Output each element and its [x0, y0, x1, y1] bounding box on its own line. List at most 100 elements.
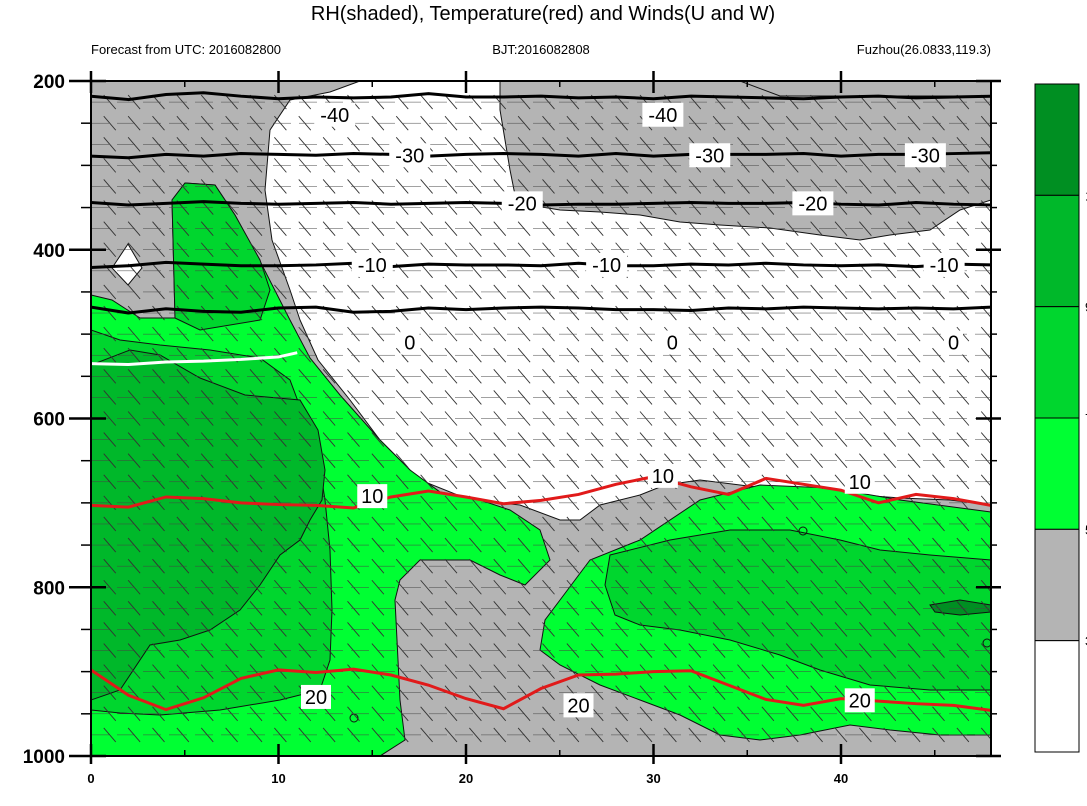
wind-barb [810, 369, 823, 384]
contour-label: 20 [305, 687, 327, 709]
wind-barb [859, 643, 872, 658]
contour-label: -30 [911, 145, 940, 167]
contour-label-box [357, 484, 388, 509]
wind-barb [785, 537, 799, 553]
wind-barb [420, 326, 433, 342]
wind-barb [420, 390, 433, 405]
wind-barb [493, 432, 507, 447]
wind-barb [469, 179, 482, 194]
wind-barb [785, 347, 799, 363]
wind-barb [493, 158, 507, 173]
wind-barb [810, 727, 823, 743]
wind-barb [395, 411, 409, 426]
wind-barb [883, 390, 897, 405]
wind-barb [785, 622, 799, 637]
wind-barb [395, 685, 409, 701]
wind-barb [785, 115, 799, 131]
wind-barb [834, 579, 848, 595]
wind-barb [493, 601, 507, 616]
wind-barb [469, 537, 482, 553]
wind-barb [469, 158, 482, 173]
wind-barb [493, 516, 507, 532]
wind-barb [103, 601, 117, 616]
wind-barb [103, 516, 117, 532]
wind-barb [444, 115, 458, 131]
rh-gray-region-top-right [739, 81, 991, 97]
temperature-contour [91, 667, 991, 712]
wind-barb [883, 432, 897, 447]
colorbar-swatch [1034, 83, 1080, 196]
wind-barb [420, 284, 433, 300]
wind-barb [785, 558, 799, 574]
contour-label-box [400, 330, 420, 355]
wind-barb [103, 221, 117, 236]
wind-barb [444, 601, 458, 616]
wind-barb [883, 516, 897, 532]
wind-barb [103, 326, 117, 342]
colorbar-swatch [1034, 194, 1080, 308]
contour-label: -40 [648, 105, 677, 127]
wind-barb [883, 179, 897, 194]
wind-barb [395, 558, 409, 574]
wind-barb [883, 706, 897, 722]
wind-barb [859, 347, 872, 363]
wind-barb [785, 579, 799, 595]
wind-barb [444, 453, 458, 468]
wind-barb [883, 284, 897, 300]
contour-label: 0 [404, 333, 415, 355]
contour-label-box [844, 469, 875, 494]
wind-barb [883, 453, 897, 468]
wind-barb [859, 136, 872, 152]
colorbar-label: 70 [1085, 411, 1087, 426]
wind-barb [420, 453, 433, 468]
wind-barb [834, 221, 848, 236]
wind-barb [444, 369, 458, 384]
wind-barb [395, 495, 409, 511]
contour-label: 10 [849, 472, 871, 494]
wind-barb [493, 622, 507, 637]
wind-barb [444, 242, 458, 258]
wind-barb [834, 326, 848, 342]
plot-area [91, 81, 991, 756]
wind-barb [785, 685, 799, 701]
temperature-contour [91, 305, 991, 315]
wind-barb [493, 664, 507, 679]
wind-barb [469, 601, 482, 616]
wind-barb [444, 558, 458, 574]
wind-barb [493, 136, 507, 152]
contour-label: -30 [695, 145, 724, 167]
wind-barb [493, 115, 507, 131]
wind-barb [883, 326, 897, 342]
contour-label: -40 [320, 105, 349, 127]
wind-barb [493, 179, 507, 194]
colorbar-label: 50 [1085, 522, 1087, 537]
wind-barb [469, 432, 482, 447]
wind-barb [493, 369, 507, 384]
wind-barb [469, 685, 482, 701]
wind-barb [420, 622, 433, 637]
wind-barb [103, 390, 117, 405]
wind-barb [444, 432, 458, 447]
wind-barb [103, 558, 117, 574]
wind-barb [395, 390, 409, 405]
wind-barb [420, 601, 433, 616]
wind-barb [420, 179, 433, 194]
wind-barb [859, 579, 872, 595]
colorbar-swatch [1034, 417, 1080, 530]
contour-label-box [389, 143, 431, 168]
wind-barb [834, 706, 848, 722]
wind-barb [469, 284, 482, 300]
rh-colorbar: 100 90 70 50 30 [1034, 83, 1087, 753]
temperature-contour [91, 91, 991, 102]
wind-barb [420, 432, 433, 447]
wind-barb [883, 347, 897, 363]
wind-barb [834, 516, 848, 532]
wind-barb [785, 136, 799, 152]
wind-barb [493, 284, 507, 300]
contour-label-box [689, 143, 731, 168]
wind-barb [785, 390, 799, 405]
wind-barb [834, 347, 848, 363]
contour-label-box [351, 252, 393, 277]
wind-barb [785, 643, 799, 658]
colorbar-label: 100 [1085, 188, 1087, 203]
